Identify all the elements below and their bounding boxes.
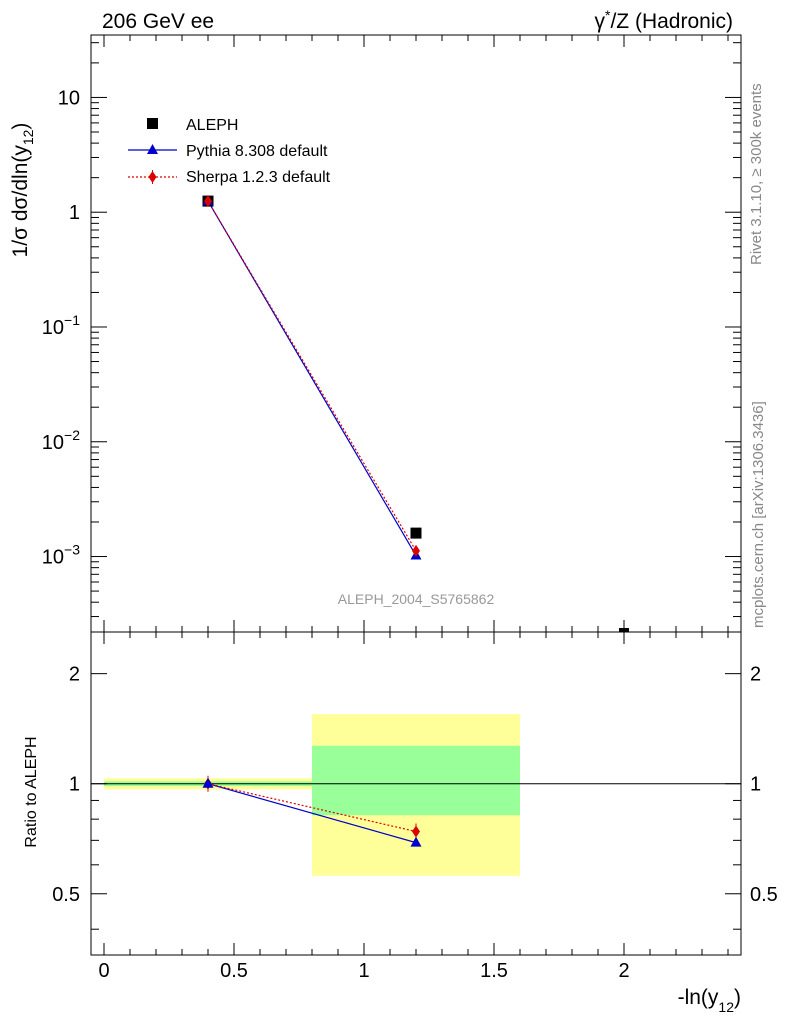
x-axis-label-sub: 12 (718, 999, 734, 1015)
top-y-axis-label: 1/σ dσ/dln(y12) (9, 123, 36, 258)
main-y-tick-label: 10 (58, 87, 80, 109)
aleph-point-clipped (619, 628, 629, 632)
x-axis-label-close: ) (734, 986, 741, 1009)
x-tick-label: 0 (98, 960, 109, 982)
main-y-tick-label-base: 10 (42, 547, 64, 569)
ratio-y-tick-label-left: 2 (69, 664, 80, 686)
rivet-version-label: Rivet 3.1.10, ≥ 300k events (748, 83, 765, 265)
legend-pythia-label: Pythia 8.308 default (186, 143, 328, 160)
ratio-sherpa-line (207, 783, 417, 833)
mcplots-credit-label: mcplots.cern.ch [arXiv:1306.3436] (750, 401, 767, 628)
analysis-tag: ALEPH_2004_S5765862 (338, 591, 495, 607)
x-tick-label: 2 (618, 960, 629, 982)
ratio-y-tick-label-right: 0.5 (750, 884, 778, 906)
legend: ALEPH Pythia 8.308 default Sherpa 1.2.3 … (128, 117, 331, 186)
main-y-tick-label-exp: −3 (64, 542, 80, 558)
header-right: γ*/Z (Hadronic) (595, 7, 733, 33)
legend-pythia-marker (147, 144, 158, 154)
ratio-pythia-line (207, 783, 417, 844)
sherpa-point (412, 544, 420, 557)
header-right-star: * (605, 7, 611, 23)
ratio-y-tick-label-left: 1 (69, 774, 80, 796)
x-axis-label-main: -ln(y (678, 986, 719, 1009)
ratio-pythia-point (202, 777, 214, 788)
x-tick-label: 0.5 (220, 960, 248, 982)
main-y-tick-label: 1 (69, 202, 80, 224)
ratio-sherpa-point (412, 825, 420, 838)
main-y-tick-label-base: 10 (42, 432, 64, 454)
ratio-y-tick-label-right: 2 (750, 664, 761, 686)
top-y-axis-label-main: 1/σ dσ/dln(y (9, 145, 32, 258)
sherpa-point (204, 195, 212, 208)
ratio-y-tick-label-left: 0.5 (52, 884, 80, 906)
x-tick-label: 1.5 (480, 960, 508, 982)
main-y-tick-label: 10−2 (42, 427, 80, 454)
main-y-tick-label-exp: −1 (64, 312, 80, 328)
ratio-y-axis-label: Ratio to ALEPH (23, 736, 40, 847)
header-right-gamma: γ (595, 10, 606, 33)
legend-aleph-label: ALEPH (186, 117, 238, 134)
legend-sherpa-marker (148, 171, 157, 183)
ratio-uncertainty-bands (104, 714, 520, 876)
x-tick-label: 1 (358, 960, 369, 982)
sherpa-line (207, 200, 417, 552)
ratio-band-inner-1 (312, 745, 520, 816)
x-axis-label: -ln(y12) (678, 986, 741, 1015)
main-y-tick-label: 10−3 (42, 542, 80, 569)
main-y-tick-label-exp: −2 (64, 427, 80, 443)
aleph-point (410, 527, 422, 539)
main-y-tick-label: 10−1 (42, 312, 80, 339)
top-y-axis-label-sub: 12 (20, 129, 36, 145)
main-y-tick-label-base: 10 (58, 87, 80, 109)
ratio-y-tick-label-right: 1 (750, 774, 761, 796)
ratio-pythia-point (410, 836, 422, 847)
main-y-tick-label-base: 1 (69, 202, 80, 224)
header-left: 206 GeV ee (102, 10, 214, 33)
data-series (202, 195, 629, 847)
main-y-tick-label-base: 10 (42, 317, 64, 339)
header-right-rest: /Z (Hadronic) (610, 10, 733, 33)
top-y-axis-label-close: ) (9, 123, 32, 130)
legend-sherpa-label: Sherpa 1.2.3 default (186, 169, 331, 186)
legend-aleph-marker (147, 118, 158, 129)
